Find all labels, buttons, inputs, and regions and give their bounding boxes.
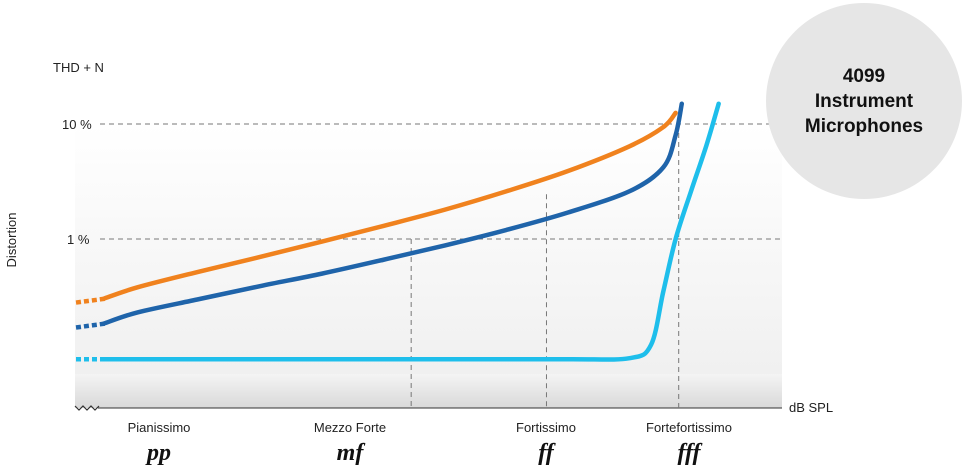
dynamic-marking: ff [538,440,556,466]
y-unit-label: THD + N [53,60,104,75]
product-badge-text: 4099 Instrument Microphones [804,65,924,137]
y-axis-title: Distortion [4,213,19,268]
category-label: Mezzo Forte [314,420,386,435]
series-2-stub [75,321,107,330]
category-label: Fortissimo [516,420,576,435]
category-label: Pianissimo [128,420,191,435]
product-badge: 4099 Instrument Microphones [766,3,962,199]
x-axis-title: dB SPL [789,400,833,415]
noise-floor-band [75,374,782,408]
dynamic-marking: pp [145,440,171,466]
y-tick-label-1: 1 % [67,232,90,247]
series-1-line [101,110,678,301]
series-2-line [101,101,685,326]
y-tick-label-10: 10 % [62,117,92,132]
axis-break-icon [74,405,100,411]
category-label: Fortefortissimo [646,420,732,435]
series-3-line [101,101,721,362]
dynamic-marking: fff [677,440,702,466]
dynamic-marking: mf [337,440,366,466]
series-1-stub [75,296,107,305]
